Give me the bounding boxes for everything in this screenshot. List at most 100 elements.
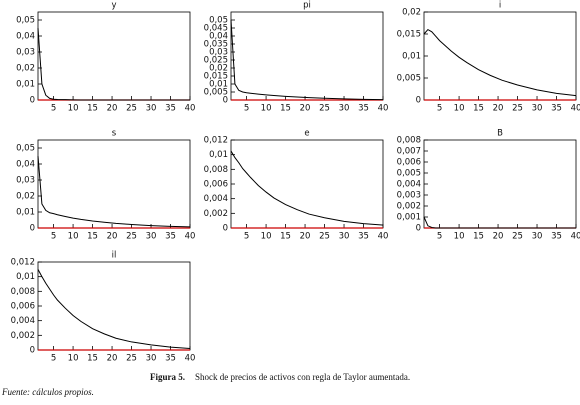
y-tick-label: 0,01 (402, 52, 421, 62)
y-tick-label: 0 (416, 96, 421, 106)
x-tick-label: 15 (473, 104, 484, 114)
y-tick-label: 0,02 (209, 64, 228, 74)
plot-frame (230, 139, 384, 229)
y-tick-label: 0,03 (209, 48, 228, 58)
x-tick-label: 30 (146, 104, 157, 114)
y-tick-label: 0,03 (16, 48, 35, 58)
x-tick-label: 30 (339, 104, 350, 114)
chart-title: pi (303, 1, 311, 11)
x-tick-label: 30 (532, 104, 543, 114)
x-tick-label: 5 (244, 232, 249, 242)
y-tick-label: 0,01 (16, 80, 35, 90)
y-tick-label: 0,015 (204, 72, 228, 82)
x-tick-label: 35 (551, 232, 562, 242)
y-tick-label: 0,02 (16, 192, 35, 202)
y-tick-label: 0,008 (397, 136, 421, 146)
y-tick-label: 0,025 (204, 56, 228, 66)
plot-frame (423, 139, 577, 229)
y-tick-label: 0,006 (11, 302, 35, 312)
x-tick-label: 20 (300, 104, 311, 114)
x-tick-label: 15 (87, 354, 98, 364)
y-tick-label: 0,002 (11, 331, 35, 341)
plot-frame (423, 11, 577, 101)
y-tick-label: 0,04 (16, 32, 35, 42)
y-tick-label: 0,005 (397, 169, 421, 179)
x-tick-label: 35 (358, 104, 369, 114)
x-tick-label: 25 (319, 104, 330, 114)
x-tick-label: 40 (185, 104, 196, 114)
x-tick-label: 10 (68, 354, 79, 364)
y-tick-label: 0,01 (209, 150, 228, 160)
x-tick-label: 40 (378, 104, 389, 114)
plot-frame (230, 11, 384, 101)
y-tick-label: 0 (223, 96, 228, 106)
data-line (37, 27, 190, 101)
y-tick-label: 0,012 (11, 258, 35, 268)
y-tick-label: 0,04 (209, 32, 228, 42)
data-line (423, 216, 576, 229)
y-tick-label: 0,015 (397, 30, 421, 40)
x-tick-label: 15 (473, 232, 484, 242)
chart-title: il (112, 251, 117, 261)
x-tick-label: 20 (107, 232, 118, 242)
y-tick-label: 0,006 (397, 158, 421, 168)
x-tick-label: 5 (244, 104, 249, 114)
y-tick-label: 0,008 (11, 287, 35, 297)
x-tick-label: 10 (68, 232, 79, 242)
x-tick-label: 30 (532, 232, 543, 242)
x-tick-label: 20 (107, 104, 118, 114)
x-tick-label: 15 (280, 104, 291, 114)
y-tick-label: 0,004 (11, 316, 35, 326)
y-tick-label: 0,035 (204, 40, 228, 50)
y-tick-label: 0,01 (209, 80, 228, 90)
y-tick-label: 0,002 (204, 209, 228, 219)
y-tick-label: 0,012 (204, 136, 228, 146)
x-tick-label: 30 (146, 354, 157, 364)
x-tick-label: 10 (68, 104, 79, 114)
x-tick-label: 15 (280, 232, 291, 242)
x-tick-label: 40 (378, 232, 389, 242)
x-tick-label: 5 (437, 104, 442, 114)
chart-title: s (112, 129, 117, 139)
y-tick-label: 0,05 (209, 16, 228, 26)
x-tick-label: 10 (454, 232, 465, 242)
chart-title: e (304, 129, 309, 139)
y-tick-label: 0,002 (397, 202, 421, 212)
y-tick-label: 0,03 (16, 176, 35, 186)
plot-frame (37, 139, 191, 229)
data-line (423, 28, 577, 97)
source: Fuente: cálculos propios. (1, 387, 94, 397)
x-tick-label: 35 (358, 232, 369, 242)
x-tick-label: 20 (107, 354, 118, 364)
x-tick-label: 30 (339, 232, 350, 242)
x-tick-label: 25 (126, 104, 137, 114)
chart-title: y (111, 1, 116, 11)
plot-frame (37, 11, 191, 101)
y-tick-label: 0 (416, 224, 421, 234)
y-tick-label: 0,005 (204, 88, 228, 98)
x-tick-label: 35 (165, 232, 176, 242)
data-line (230, 19, 384, 101)
x-tick-label: 20 (300, 232, 311, 242)
y-tick-label: 0,004 (204, 194, 228, 204)
y-tick-label: 0 (223, 224, 228, 234)
y-tick-label: 0,01 (16, 208, 35, 218)
data-line (37, 155, 191, 228)
y-tick-label: 0,01 (16, 272, 35, 282)
x-tick-label: 40 (185, 354, 196, 364)
x-tick-label: 25 (126, 232, 137, 242)
x-tick-label: 25 (512, 104, 523, 114)
data-line (230, 150, 384, 226)
x-tick-label: 15 (87, 104, 98, 114)
x-tick-label: 40 (185, 232, 196, 242)
y-tick-label: 0,003 (397, 191, 421, 201)
x-tick-label: 10 (454, 104, 465, 114)
data-line (37, 269, 191, 350)
y-tick-label: 0,02 (16, 64, 35, 74)
x-tick-label: 35 (165, 354, 176, 364)
y-tick-label: 0,045 (204, 24, 228, 34)
y-tick-label: 0 (30, 346, 35, 356)
y-tick-label: 0,05 (16, 144, 35, 154)
x-tick-label: 5 (51, 104, 56, 114)
